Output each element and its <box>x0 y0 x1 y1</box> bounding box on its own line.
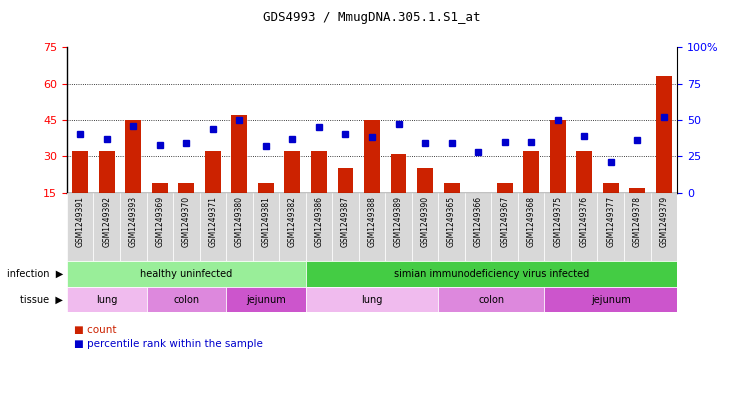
Bar <box>152 183 167 193</box>
Bar <box>306 193 333 261</box>
Bar <box>67 261 306 287</box>
Bar <box>624 193 650 261</box>
Text: jejunum: jejunum <box>591 295 631 305</box>
Bar <box>120 193 147 261</box>
Text: GSM1249386: GSM1249386 <box>315 196 324 247</box>
Bar <box>391 154 406 193</box>
Bar <box>231 115 247 193</box>
Text: GSM1249377: GSM1249377 <box>606 196 615 247</box>
Bar <box>199 193 226 261</box>
Bar <box>284 151 301 193</box>
Text: GSM1249366: GSM1249366 <box>474 196 483 247</box>
Bar <box>411 193 438 261</box>
Text: GSM1249378: GSM1249378 <box>632 196 642 247</box>
Bar <box>650 193 677 261</box>
Text: GSM1249392: GSM1249392 <box>102 196 112 247</box>
Bar <box>603 183 619 193</box>
Text: GSM1249371: GSM1249371 <box>208 196 217 247</box>
Bar <box>497 183 513 193</box>
Bar <box>417 168 433 193</box>
Text: ■ count: ■ count <box>74 325 117 335</box>
Text: colon: colon <box>173 295 199 305</box>
Bar <box>385 193 411 261</box>
Bar <box>333 193 359 261</box>
Text: GSM1249368: GSM1249368 <box>527 196 536 247</box>
Text: healthy uninfected: healthy uninfected <box>140 269 232 279</box>
Bar <box>438 193 465 261</box>
Text: GSM1249375: GSM1249375 <box>554 196 562 247</box>
Bar <box>173 193 199 261</box>
Text: GSM1249391: GSM1249391 <box>76 196 85 247</box>
Bar <box>571 193 597 261</box>
Bar <box>306 287 438 312</box>
Bar <box>545 193 571 261</box>
Text: GSM1249389: GSM1249389 <box>394 196 403 247</box>
Text: lung: lung <box>362 295 382 305</box>
Text: GSM1249381: GSM1249381 <box>261 196 270 247</box>
Text: GSM1249382: GSM1249382 <box>288 196 297 247</box>
Bar <box>147 287 226 312</box>
Text: GDS4993 / MmugDNA.305.1.S1_at: GDS4993 / MmugDNA.305.1.S1_at <box>263 11 481 24</box>
Bar <box>94 193 120 261</box>
Bar <box>550 120 565 193</box>
Bar <box>226 193 253 261</box>
Text: jejunum: jejunum <box>246 295 286 305</box>
Bar <box>226 287 306 312</box>
Bar <box>545 287 677 312</box>
Text: GSM1249365: GSM1249365 <box>447 196 456 247</box>
Text: GSM1249379: GSM1249379 <box>659 196 668 247</box>
Bar <box>99 151 115 193</box>
Text: tissue  ▶: tissue ▶ <box>20 295 63 305</box>
Bar <box>577 151 592 193</box>
Bar <box>179 183 194 193</box>
Text: GSM1249393: GSM1249393 <box>129 196 138 247</box>
Bar <box>443 183 460 193</box>
Bar <box>597 193 624 261</box>
Text: GSM1249370: GSM1249370 <box>182 196 190 247</box>
Bar <box>518 193 545 261</box>
Bar <box>523 151 539 193</box>
Bar <box>67 193 94 261</box>
Text: lung: lung <box>96 295 118 305</box>
Text: colon: colon <box>478 295 504 305</box>
Bar <box>258 183 274 193</box>
Text: infection  ▶: infection ▶ <box>7 269 63 279</box>
Text: simian immunodeficiency virus infected: simian immunodeficiency virus infected <box>394 269 589 279</box>
Bar <box>279 193 306 261</box>
Bar <box>491 193 518 261</box>
Text: GSM1249390: GSM1249390 <box>420 196 429 247</box>
Bar <box>629 188 645 193</box>
Text: GSM1249369: GSM1249369 <box>155 196 164 247</box>
Bar <box>359 193 385 261</box>
Text: GSM1249376: GSM1249376 <box>580 196 589 247</box>
Bar <box>465 193 491 261</box>
Text: GSM1249367: GSM1249367 <box>500 196 509 247</box>
Bar <box>655 76 672 193</box>
Bar <box>72 151 89 193</box>
Text: GSM1249387: GSM1249387 <box>341 196 350 247</box>
Bar <box>67 287 147 312</box>
Bar <box>205 151 221 193</box>
Bar <box>338 168 353 193</box>
Bar <box>125 120 141 193</box>
Text: GSM1249388: GSM1249388 <box>368 196 376 247</box>
Text: ■ percentile rank within the sample: ■ percentile rank within the sample <box>74 339 263 349</box>
Text: GSM1249380: GSM1249380 <box>235 196 244 247</box>
Bar <box>253 193 279 261</box>
Bar <box>311 151 327 193</box>
Bar <box>147 193 173 261</box>
Bar <box>438 287 545 312</box>
Bar <box>306 261 677 287</box>
Bar <box>364 120 380 193</box>
